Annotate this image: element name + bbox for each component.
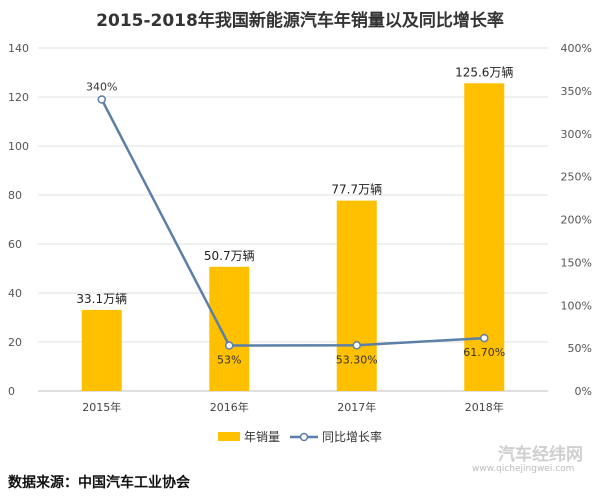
bar [209, 266, 250, 391]
left-axis-tick: 40 [8, 287, 22, 300]
legend-line-label: 同比增长率 [322, 429, 382, 444]
x-axis-tick: 2015年 [82, 400, 121, 414]
watermark-logo: 汽车经纬网 [498, 445, 583, 465]
left-axis-tick: 0 [8, 385, 15, 398]
line-point [352, 341, 361, 350]
left-axis-tick: 140 [8, 42, 29, 55]
bar [81, 309, 122, 391]
right-axis-tick: 100% [561, 299, 592, 312]
left-axis-tick: 20 [8, 336, 22, 349]
line-data-label: 61.70% [463, 346, 505, 359]
right-axis-tick: 400% [561, 42, 592, 55]
legend-bar-label: 年销量 [244, 430, 280, 444]
x-axis-tick: 2016年 [210, 400, 249, 414]
line-data-label: 53% [217, 354, 241, 367]
line-data-label: 53.30% [336, 353, 378, 366]
right-axis-tick: 50% [568, 342, 592, 355]
data-source: 数据来源：中国汽车工业协会 [8, 475, 190, 491]
left-axis-tick: 60 [8, 238, 22, 251]
bar-data-label: 50.7万辆 [204, 249, 255, 263]
legend-line-marker [299, 432, 309, 442]
bar-data-label: 125.6万辆 [455, 65, 513, 79]
line-point [97, 95, 106, 104]
x-axis-tick: 2018年 [465, 400, 504, 414]
right-axis-tick: 150% [561, 256, 592, 269]
line-point [225, 341, 234, 350]
line-data-label: 340% [86, 80, 117, 93]
bar-data-label: 77.7万辆 [331, 183, 382, 197]
x-axis-tick: 2017年 [337, 400, 376, 414]
right-axis-tick: 250% [561, 171, 592, 184]
watermark-url: www.qichejingwei.com [472, 464, 575, 474]
left-axis-tick: 100 [8, 140, 29, 153]
bar-data-label: 33.1万辆 [76, 292, 127, 306]
right-axis-tick: 350% [561, 85, 592, 98]
legend-bar-swatch [218, 432, 240, 441]
growth-line [100, 98, 485, 347]
chart-title: 2015-2018年我国新能源汽车年销量以及同比增长率 [96, 11, 504, 31]
bar [336, 200, 377, 391]
left-axis-tick: 80 [8, 189, 22, 202]
line-point [480, 333, 489, 343]
right-axis-tick: 300% [561, 128, 592, 141]
left-axis-tick: 120 [8, 91, 29, 104]
bar [464, 83, 505, 391]
right-axis-tick: 0% [575, 385, 592, 398]
right-axis-tick: 200% [561, 214, 592, 227]
